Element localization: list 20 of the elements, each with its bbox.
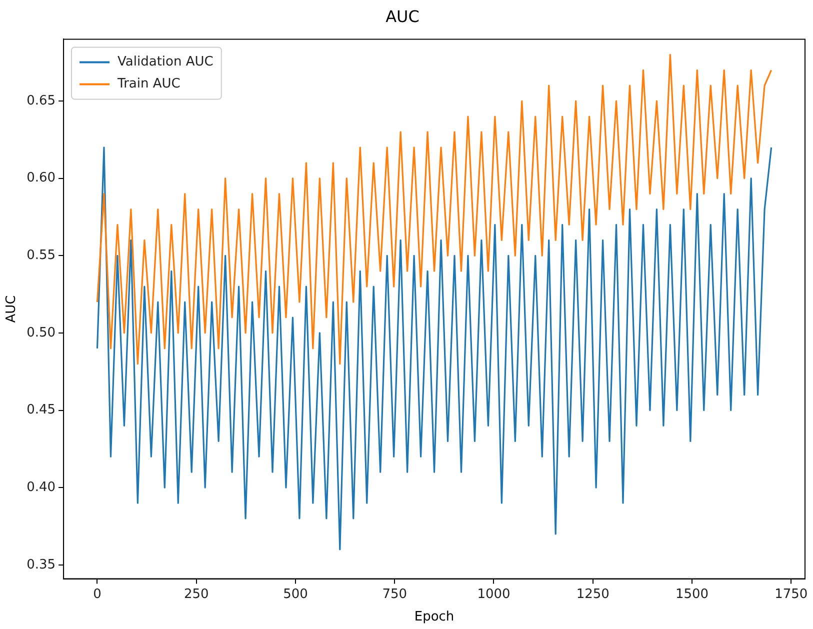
y-tick-label: 0.45 — [26, 402, 56, 418]
y-tick-label: 0.60 — [26, 170, 56, 186]
x-tick-label: 250 — [184, 586, 209, 602]
x-axis-title: Epoch — [414, 610, 454, 625]
legend-label: Train AUC — [116, 76, 180, 92]
y-axis-title: AUC — [4, 295, 20, 323]
x-tick-label: 1500 — [675, 586, 709, 602]
x-tick-label: 1250 — [576, 586, 610, 602]
y-tick-label: 0.55 — [26, 248, 56, 264]
y-tick-label: 0.35 — [26, 557, 56, 572]
x-tick-label: 1750 — [774, 586, 808, 602]
y-tick-label: 0.65 — [26, 93, 56, 108]
x-tick-label: 500 — [283, 586, 308, 602]
x-tick-label: 1000 — [477, 586, 510, 602]
x-tick-label: 750 — [382, 586, 408, 602]
chart-title: AUC — [386, 6, 420, 26]
x-tick-label: 0 — [93, 586, 102, 602]
legend-label: Validation AUC — [118, 54, 214, 70]
y-tick-label: 0.50 — [26, 325, 56, 340]
y-tick-label: 0.40 — [26, 480, 56, 495]
